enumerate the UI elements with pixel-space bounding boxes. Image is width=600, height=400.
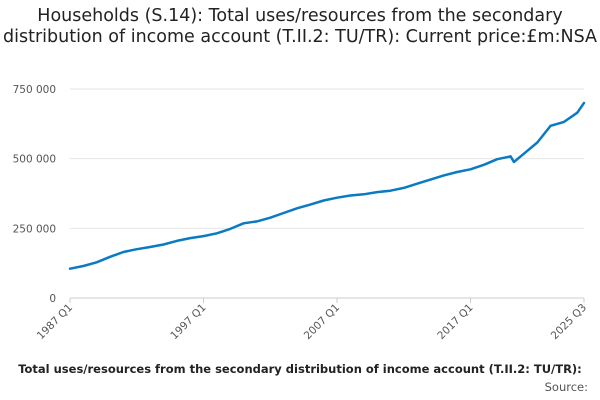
grid-layer [70,88,584,299]
y-tick-labels: 0 250 000 500 000 750 000 [13,84,56,305]
x-tick-label: 1987 Q1 [35,302,75,342]
y-tick-label: 250 000 [13,223,56,235]
x-tick-labels: 1987 Q1 1997 Q1 2007 Q1 2017 Q1 2025 Q3 [35,298,589,342]
x-axis-label: Total uses/resources from the secondary … [18,362,582,376]
x-tick-label: 2007 Q1 [302,302,342,342]
x-tick-label: 1997 Q1 [168,302,208,342]
series-layer [68,101,586,270]
series-line [68,101,586,270]
y-tick-label: 500 000 [13,154,56,166]
y-tick-label: 750 000 [13,84,56,96]
x-tick-label: 2017 Q1 [435,302,475,342]
y-tick-label: 0 [49,293,56,305]
source-label: Source: [544,380,588,394]
chart-title: Households (S.14): Total uses/resources … [3,6,597,47]
x-tick-label: 2025 Q3 [549,302,589,342]
